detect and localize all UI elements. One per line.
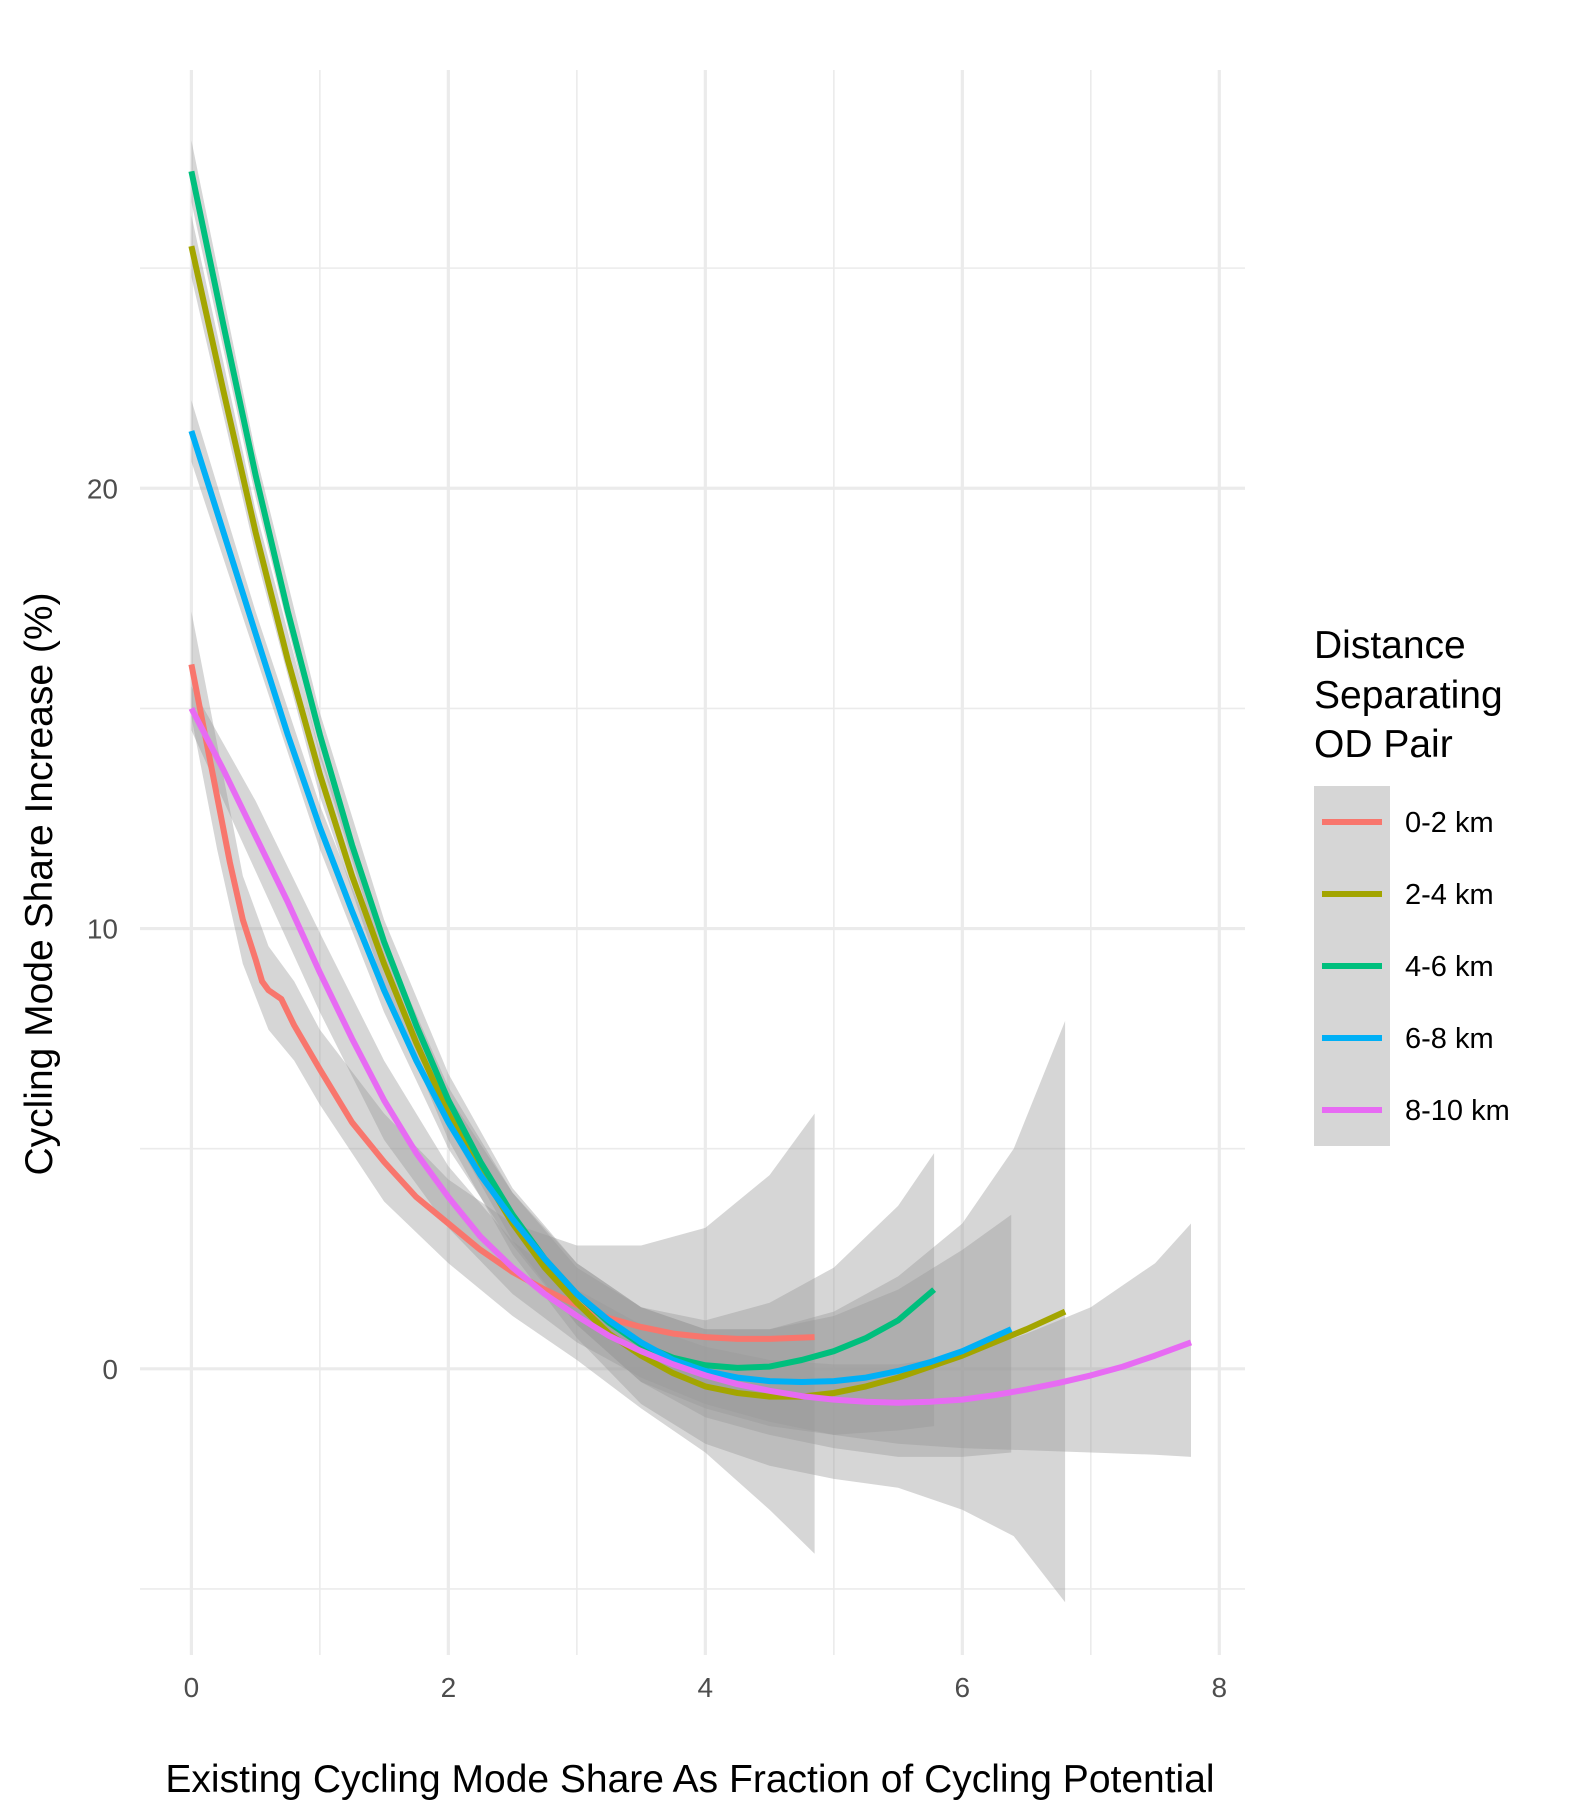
confidence-band-0-2-km [191,611,815,1554]
y-tick-label: 10 [87,914,118,945]
x-axis-ticks: 0 2 4 6 8 [184,1672,1227,1703]
confidence-band-8-10-km [191,686,1191,1457]
legend-title-line-1: Distance [1314,624,1466,667]
x-tick-label: 4 [698,1672,714,1703]
series-line-8-10-km [188,707,1193,1406]
plot-area [140,70,1245,1655]
legend-keys: 0-2 km 2-4 km 4-6 km 6-8 km 8-10 km [1314,786,1510,1146]
confidence-band-6-8-km [191,400,1012,1457]
confidence-band-4-6-km [191,140,935,1435]
legend-label: 2-4 km [1405,879,1494,911]
series-line-0-2-km [188,663,815,1342]
y-axis-title: Cycling Mode Share Increase (%) [18,592,61,1175]
legend-title-line-3: OD Pair [1314,723,1453,766]
grid [140,70,1245,1655]
series-lines [188,170,1193,1406]
legend: Distance Separating OD Pair 0-2 km 2-4 km… [1314,624,1510,1146]
legend-label: 8-10 km [1405,1095,1510,1127]
x-tick-label: 2 [441,1672,457,1703]
series-line-6-8-km [188,430,1013,1385]
x-tick-label: 6 [955,1672,971,1703]
y-tick-label: 20 [87,473,118,504]
legend-label: 6-8 km [1405,1023,1494,1055]
x-axis-title: Existing Cycling Mode Share As Fraction … [165,1758,1214,1801]
legend-label: 0-2 km [1405,807,1494,839]
legend-title-line-2: Separating [1314,674,1503,717]
legend-label: 4-6 km [1405,951,1494,983]
x-tick-label: 0 [184,1672,200,1703]
x-tick-label: 8 [1212,1672,1228,1703]
y-axis-ticks: 0 10 20 [87,473,118,1385]
y-tick-label: 0 [102,1354,118,1385]
